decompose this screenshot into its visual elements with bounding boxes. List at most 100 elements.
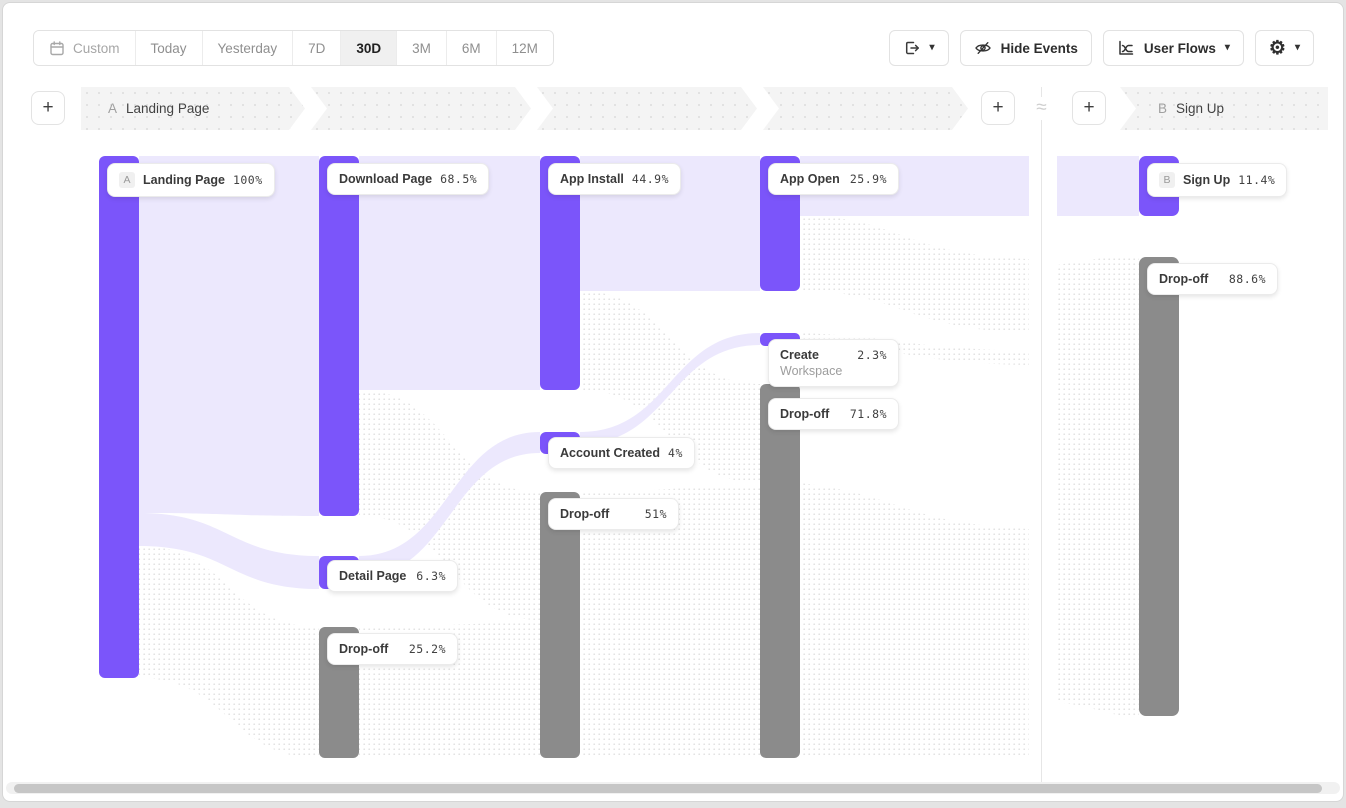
flow-node-app-open[interactable]: App Open 25.9% bbox=[768, 163, 899, 195]
node-pct: 2.3% bbox=[857, 348, 887, 362]
bar-landing-page[interactable] bbox=[99, 156, 139, 678]
calendar-icon bbox=[50, 41, 64, 56]
flow-node-dropoff-51[interactable]: Drop-off 51% bbox=[548, 498, 679, 530]
dropoff-flow bbox=[580, 486, 760, 758]
chevron-down-icon: ▾ bbox=[929, 42, 935, 53]
node-name: Sign Up bbox=[1183, 173, 1231, 187]
flow-node-dropoff-25[interactable]: Drop-off 25.2% bbox=[327, 633, 458, 665]
node-pct: 25.9% bbox=[849, 172, 887, 186]
flow-node-download-page[interactable]: Download Page 68.5% bbox=[327, 163, 490, 195]
hide-events-button[interactable]: Hide Events bbox=[959, 30, 1092, 66]
toolbar-actions: ▾ Hide Events User Flows ▾ ⚙ ▾ bbox=[888, 30, 1314, 66]
horizontal-scrollbar-thumb[interactable] bbox=[14, 783, 1322, 793]
date-range-7d[interactable]: 7D bbox=[293, 31, 342, 65]
dropoff-flow bbox=[800, 216, 1029, 333]
node-pct: 11.4% bbox=[1238, 173, 1276, 187]
node-name: Detail Page bbox=[339, 569, 407, 583]
node-name: Account Created bbox=[560, 446, 661, 460]
node-name: Drop-off bbox=[1159, 272, 1209, 286]
export-button[interactable]: ▾ bbox=[888, 30, 949, 66]
date-range-6m[interactable]: 6M bbox=[446, 31, 497, 65]
flow-node-account-created[interactable]: Account Created 4% bbox=[548, 437, 695, 469]
hide-events-label: Hide Events bbox=[1000, 40, 1078, 56]
flow-node-app-install[interactable]: App Install 44.9% bbox=[548, 163, 682, 195]
node-name: App Open bbox=[780, 172, 840, 186]
add-step-after-a-button[interactable]: + bbox=[981, 91, 1015, 125]
flow-banner-segment-a[interactable]: A Landing Page bbox=[81, 87, 305, 130]
date-range-today[interactable]: Today bbox=[135, 31, 203, 65]
date-range-12m[interactable]: 12M bbox=[496, 31, 553, 65]
flow-landing-to-download[interactable] bbox=[139, 156, 319, 516]
step-a-event: Landing Page bbox=[126, 101, 210, 116]
node-pct: 68.5% bbox=[440, 172, 478, 186]
chevron-down-icon: ▾ bbox=[1294, 42, 1300, 53]
date-range-30d[interactable]: 30D bbox=[341, 31, 398, 65]
dropoff-flow bbox=[800, 483, 1029, 758]
approx-connector: ≈ bbox=[1029, 97, 1054, 120]
step-b-letter: B bbox=[1158, 101, 1168, 116]
node-pct: 51% bbox=[644, 507, 667, 521]
step-b-label: B Sign Up bbox=[1120, 101, 1224, 116]
dropoff-flow bbox=[139, 546, 319, 758]
node-name: Drop-off bbox=[339, 642, 389, 656]
node-name-line2: Workspace bbox=[780, 364, 843, 378]
node-pct: 88.6% bbox=[1228, 272, 1266, 286]
flow-accountcreated-to-createworkspace[interactable] bbox=[580, 333, 760, 444]
settings-button[interactable]: ⚙ ▾ bbox=[1254, 30, 1314, 66]
step-a-letter: A bbox=[108, 101, 118, 116]
node-pct: 100% bbox=[232, 173, 263, 187]
node-pct: 6.3% bbox=[416, 569, 446, 583]
add-step-before-a-button[interactable]: + bbox=[31, 91, 65, 125]
bar-dropoff-71[interactable] bbox=[760, 384, 800, 758]
flow-banner-segment-b[interactable]: B Sign Up bbox=[1120, 87, 1328, 130]
date-range-segmented-control: Custom Today Yesterday 7D 30D 3M 6M 12M bbox=[33, 30, 554, 66]
export-icon bbox=[905, 41, 919, 55]
eye-off-icon bbox=[974, 42, 991, 55]
date-range-custom[interactable]: Custom bbox=[34, 31, 136, 65]
flow-node-create-workspace[interactable]: Create 2.3% Workspace bbox=[768, 339, 899, 387]
view-selector-label: User Flows bbox=[1143, 40, 1216, 56]
flow-detail-to-accountcreated[interactable] bbox=[359, 432, 540, 577]
flow-node-dropoff-88[interactable]: Drop-off 88.6% bbox=[1147, 263, 1278, 295]
flow-landing-to-detail[interactable] bbox=[139, 513, 319, 589]
bar-dropoff-88[interactable] bbox=[1139, 257, 1179, 716]
node-pct: 25.2% bbox=[408, 642, 446, 656]
node-letter-badge: A bbox=[119, 172, 135, 188]
flow-banner-segment[interactable] bbox=[763, 87, 968, 130]
node-name: Drop-off bbox=[560, 507, 610, 521]
node-pct: 4% bbox=[668, 446, 683, 460]
node-pct: 44.9% bbox=[631, 172, 670, 186]
dropoff-flow bbox=[1057, 257, 1139, 716]
date-range-3m[interactable]: 3M bbox=[397, 31, 447, 65]
node-pct: 71.8% bbox=[849, 407, 887, 421]
bar-download-page[interactable] bbox=[319, 156, 359, 516]
node-name: Drop-off bbox=[780, 407, 830, 421]
date-range-label: Custom bbox=[73, 40, 120, 56]
user-flows-icon bbox=[1119, 40, 1134, 55]
gear-icon: ⚙ bbox=[1268, 37, 1286, 59]
node-name: Landing Page bbox=[143, 173, 225, 187]
flow-into-signup[interactable] bbox=[1057, 156, 1139, 216]
flow-banner-segment[interactable] bbox=[537, 87, 757, 130]
flow-node-detail-page[interactable]: Detail Page 6.3% bbox=[327, 560, 458, 592]
flow-node-landing-page[interactable]: A Landing Page 100% bbox=[107, 163, 275, 197]
date-range-yesterday[interactable]: Yesterday bbox=[202, 31, 294, 65]
flow-node-sign-up[interactable]: B Sign Up 11.4% bbox=[1147, 163, 1288, 197]
bar-app-install[interactable] bbox=[540, 156, 580, 390]
node-name: Download Page bbox=[339, 172, 433, 186]
view-selector-button[interactable]: User Flows ▾ bbox=[1102, 30, 1244, 66]
node-name: App Install bbox=[560, 172, 624, 186]
step-b-event: Sign Up bbox=[1176, 101, 1225, 116]
node-name: Create bbox=[780, 348, 819, 362]
node-letter-badge: B bbox=[1159, 172, 1175, 188]
horizontal-scrollbar[interactable] bbox=[6, 782, 1340, 794]
add-step-before-b-button[interactable]: + bbox=[1072, 91, 1106, 125]
flow-download-to-appinstall[interactable] bbox=[359, 156, 540, 390]
step-a-label: A Landing Page bbox=[81, 101, 209, 116]
flow-banner-segment[interactable] bbox=[311, 87, 531, 130]
chevron-down-icon: ▾ bbox=[1224, 42, 1230, 53]
bar-dropoff-51[interactable] bbox=[540, 492, 580, 758]
section-divider bbox=[1041, 87, 1042, 787]
flow-node-dropoff-71[interactable]: Drop-off 71.8% bbox=[768, 398, 899, 430]
